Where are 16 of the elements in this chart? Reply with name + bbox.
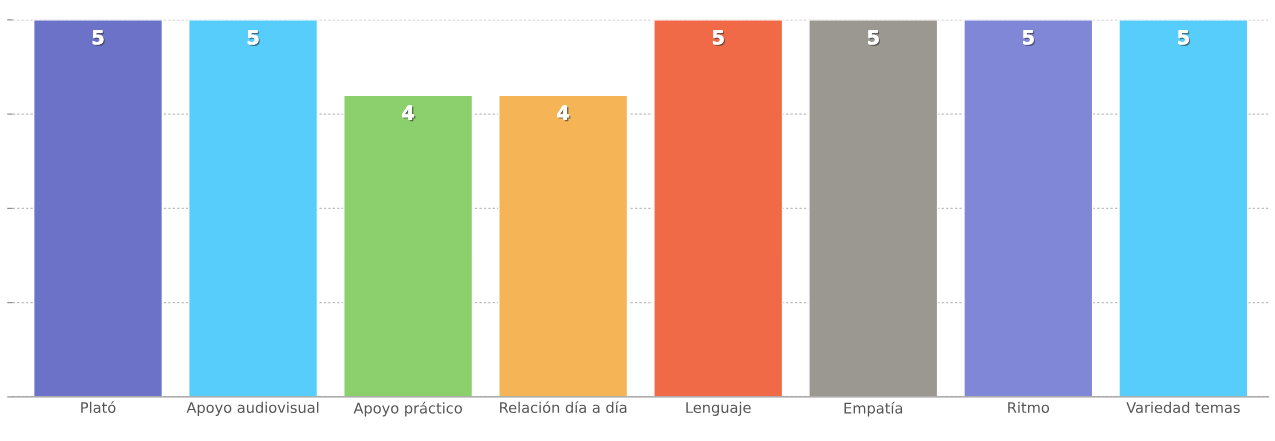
data-label: 5 [1023, 30, 1036, 47]
data-label: 4 [557, 105, 571, 122]
x-tick-label: Apoyo audiovisual [186, 401, 319, 416]
data-label: 5 [92, 30, 105, 47]
x-tick-label: Plató [81, 401, 116, 414]
data-label: 5 [247, 30, 260, 47]
data-label: 5 [867, 30, 881, 47]
x-tick-label: Empatía [844, 401, 903, 417]
x-tick-label: Ritmo [1008, 401, 1050, 414]
data-label: 4 [402, 105, 416, 122]
x-tick-label: Variedad temas [1126, 401, 1240, 414]
x-tick-label: Apoyo práctico [353, 401, 462, 417]
data-label: 5 [712, 30, 726, 47]
x-tick-label: Lenguaje [686, 401, 751, 416]
data-label: 5 [1178, 30, 1191, 47]
x-tick-label: Relación día a día [500, 401, 627, 414]
